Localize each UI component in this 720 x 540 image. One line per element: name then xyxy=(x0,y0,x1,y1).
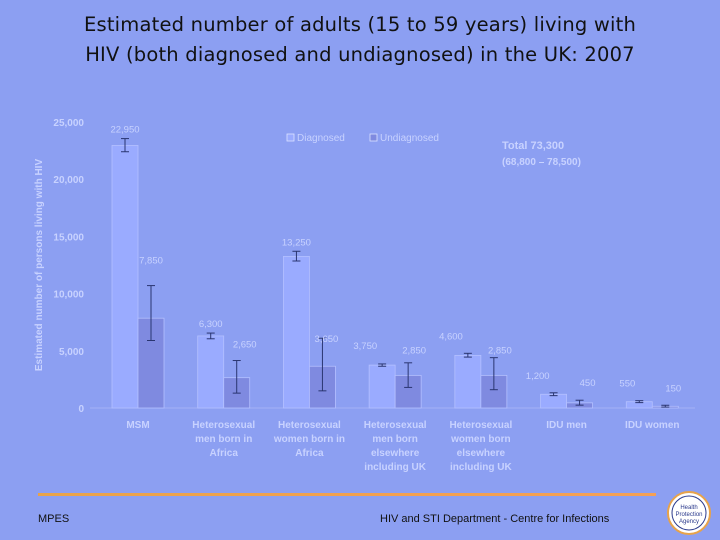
footer-left-text: MPES xyxy=(38,513,70,525)
footer-divider xyxy=(38,493,656,496)
data-label: 1,200 xyxy=(526,371,550,382)
diagnosed-bar xyxy=(197,335,225,409)
diagnosed-bar xyxy=(283,256,310,409)
data-label: 2,850 xyxy=(488,345,512,356)
x-tick-label: men born xyxy=(372,434,418,445)
y-tick-label: 5,000 xyxy=(59,347,84,358)
x-tick-label: Heterosexual xyxy=(192,420,255,431)
x-tick-label: elsewhere xyxy=(457,448,506,459)
slide-title-line-1: Estimated number of adults (15 to 59 yea… xyxy=(83,13,637,36)
svg-text:Protection: Protection xyxy=(675,512,702,518)
x-tick-label: including UK xyxy=(450,462,512,473)
legend-label: Undiagnosed xyxy=(380,133,439,144)
data-label: 6,300 xyxy=(199,319,223,330)
x-tick-label: Heterosexual xyxy=(449,420,512,431)
footer-department-text: HIV and STI Department - Centre for Infe… xyxy=(380,513,610,525)
x-tick-label: MSM xyxy=(126,420,149,431)
diagnosed-bar xyxy=(540,393,567,409)
legend-swatch xyxy=(369,133,378,142)
data-label: 3,650 xyxy=(315,334,339,345)
x-tick-label: women born xyxy=(450,434,510,445)
data-label: 13,250 xyxy=(282,237,311,248)
x-tick-label: IDU women xyxy=(625,420,679,431)
y-tick-label: 15,000 xyxy=(53,232,84,243)
x-tick-label: women born in xyxy=(273,434,345,445)
y-tick-label: 10,000 xyxy=(53,290,84,301)
slide-title: Estimated number of adults (15 to 59 yea… xyxy=(30,10,690,70)
y-axis-label: Estimated number of persons living with … xyxy=(34,159,45,372)
x-tick-label: Heterosexual xyxy=(278,420,341,431)
y-tick-label: 0 xyxy=(78,404,84,415)
data-label: 2,650 xyxy=(233,340,257,351)
legend-swatch xyxy=(286,133,295,142)
x-tick-label: Africa xyxy=(210,448,239,459)
data-label: 3,750 xyxy=(353,341,377,352)
y-tick-label: 25,000 xyxy=(53,118,84,129)
slide-title-line-2: HIV (both diagnosed and undiagnosed) in … xyxy=(85,43,635,66)
data-label: 150 xyxy=(665,383,681,394)
diagnosed-bar xyxy=(111,145,139,409)
x-tick-label: including UK xyxy=(364,462,426,473)
y-tick-label: 20,000 xyxy=(53,175,84,186)
data-label: 22,950 xyxy=(110,125,139,136)
data-label: 7,850 xyxy=(139,256,163,267)
svg-text:Health: Health xyxy=(680,505,697,511)
data-label: 2,850 xyxy=(402,345,426,356)
svg-text:Agency: Agency xyxy=(679,519,699,525)
data-label: 450 xyxy=(580,378,596,389)
x-tick-label: Africa xyxy=(295,448,324,459)
x-tick-label: men born in xyxy=(195,434,252,445)
total-annotation: Total 73,300 xyxy=(502,140,564,152)
data-label: 4,600 xyxy=(439,331,463,342)
legend-label: Diagnosed xyxy=(297,133,345,144)
health-protection-agency-logo: Health Protection Agency xyxy=(667,491,711,535)
x-tick-label: IDU men xyxy=(546,420,587,431)
x-tick-label: elsewhere xyxy=(371,448,420,459)
diagnosed-bar xyxy=(368,364,396,409)
x-tick-label: Heterosexual xyxy=(364,420,427,431)
diagnosed-bar xyxy=(454,354,482,409)
data-label: 550 xyxy=(619,379,635,390)
total-range-annotation: (68,800 – 78,500) xyxy=(502,157,581,168)
